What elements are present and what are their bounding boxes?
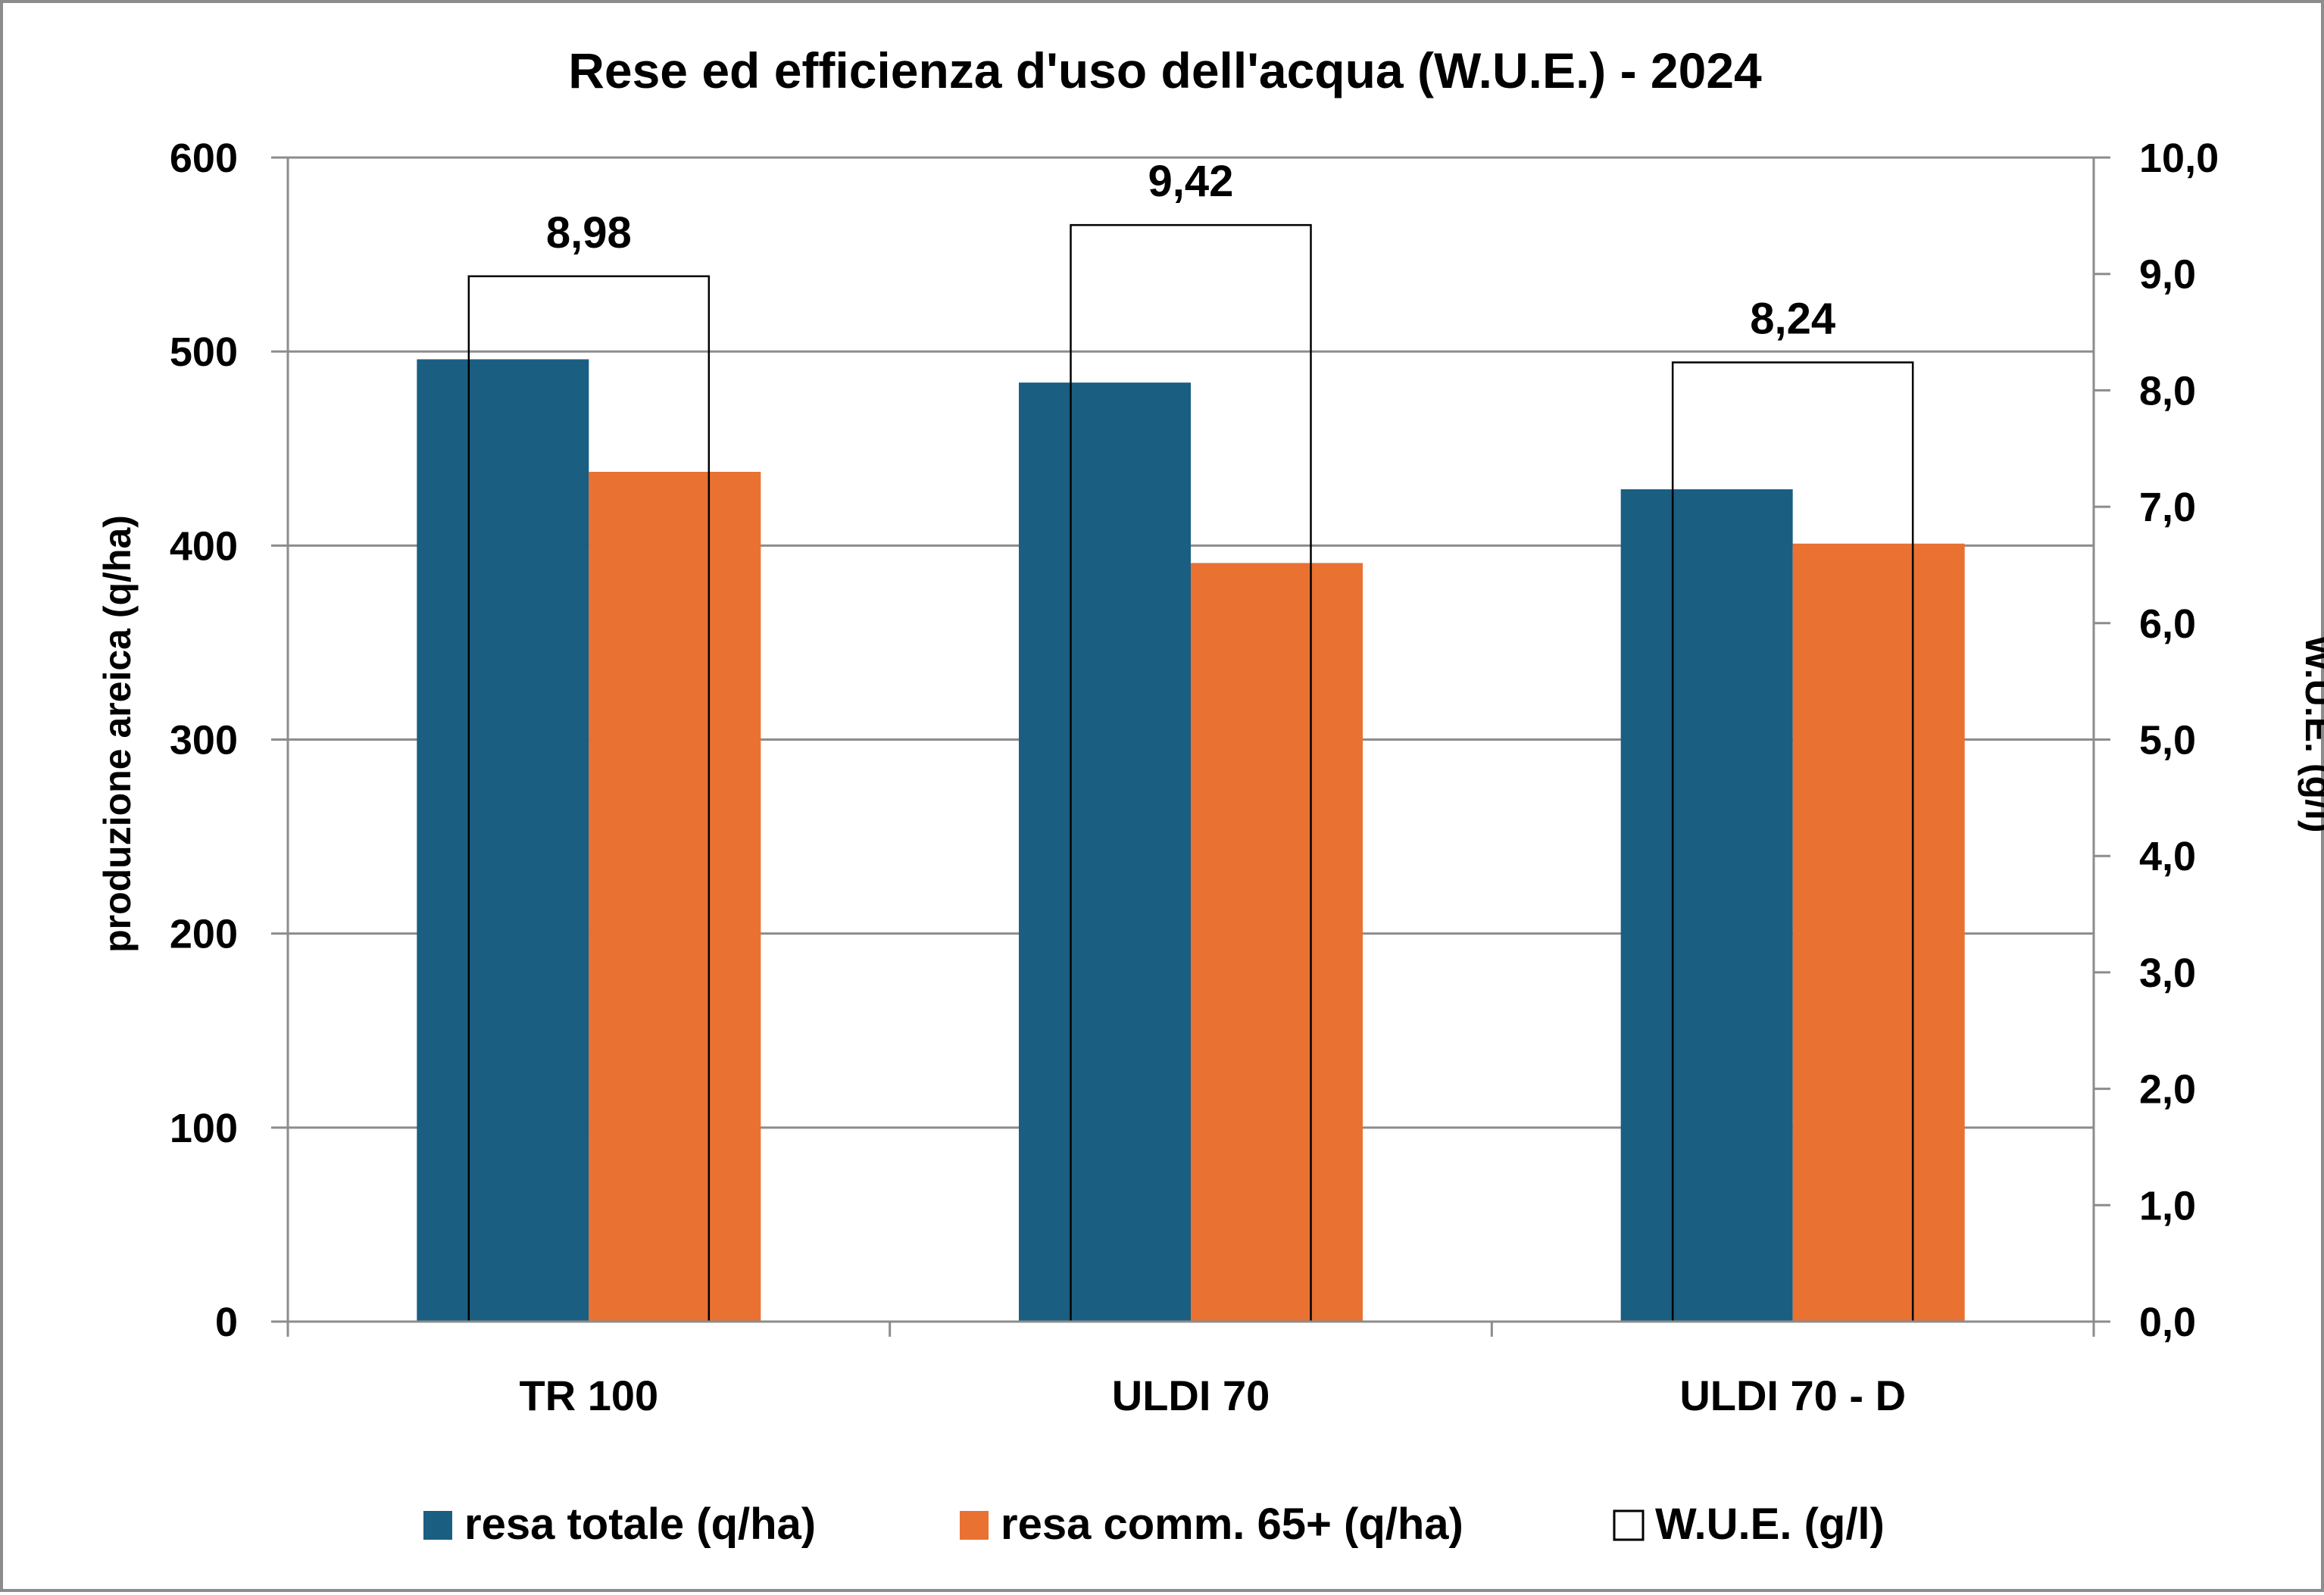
legend-label: W.U.E. (g/l) [1655,1500,1885,1549]
bar-resa-totale [417,359,589,1322]
y-tick-label: 400 [170,523,238,569]
legend-item: resa totale (q/ha) [423,1500,816,1549]
legend-label: resa totale (q/ha) [464,1500,816,1549]
y-tick-label: 300 [170,718,238,763]
y-tick-label: 500 [170,329,238,375]
y2-tick-label: 9,0 [2139,252,2196,298]
axes-group [271,156,2110,1337]
legend-item: resa comm. 65+ (q/ha) [960,1500,1463,1549]
y2-tick-label: 8,0 [2139,368,2196,414]
bar-resa-totale [1620,489,1793,1322]
y2-tick-label: 1,0 [2139,1183,2196,1228]
y2-tick-label: 6,0 [2139,601,2196,647]
y-tick-label: 600 [170,136,238,181]
y-tick-label: 0 [215,1300,238,1345]
tick-labels: 0 100 200 300 400 500 600 0,0 1,0 2,0 3,0 4,0 5,0 6,0… [170,136,2219,1419]
x-tick-label: TR 100 [520,1372,659,1419]
legend-label: resa comm. 65+ (q/ha) [1001,1500,1463,1549]
x-tick-label: ULDI 70 [1112,1372,1270,1419]
y2-tick-label: 7,0 [2139,485,2196,530]
y2-tick-label: 3,0 [2139,950,2196,996]
legend-swatch [423,1511,452,1540]
y2-tick-label: 10,0 [2139,136,2219,181]
bar-resa-totale [1019,382,1191,1322]
wue-data-label: 8,24 [1750,295,1835,344]
y2-tick-label: 5,0 [2139,718,2196,763]
bar-resa-comm [589,471,761,1322]
wue-group: 8,98 9,42 8,24 [467,157,1914,1323]
wue-data-label: 8,98 [546,208,632,258]
legend: resa totale (q/ha) resa comm. 65+ (q/ha) W… [423,1500,1885,1549]
y-axis-label: produzione areica (q/ha) [96,515,139,953]
x-tick-label: ULDI 70 - D [1679,1372,1906,1419]
y-tick-label: 100 [170,1106,238,1151]
y-tick-label: 200 [170,912,238,957]
y2-tick-label: 0,0 [2139,1300,2196,1345]
y2-axis-label: W.U.E. (g/l) [2297,635,2324,832]
wue-yield-chart: Rese ed efficienza d'uso dell'acqua (W.U… [96,42,2324,1549]
legend-swatch [1613,1509,1645,1541]
chart-title: Rese ed efficienza d'uso dell'acqua (W.U… [568,42,1762,98]
bar-resa-comm [1792,543,1965,1322]
legend-item: W.U.E. (g/l) [1613,1500,1885,1549]
legend-swatch [960,1511,989,1540]
y2-tick-label: 2,0 [2139,1067,2196,1113]
bar-resa-comm [1191,563,1363,1322]
wue-data-label: 9,42 [1148,157,1234,206]
bars-group [417,359,1965,1322]
y2-tick-label: 4,0 [2139,834,2196,879]
